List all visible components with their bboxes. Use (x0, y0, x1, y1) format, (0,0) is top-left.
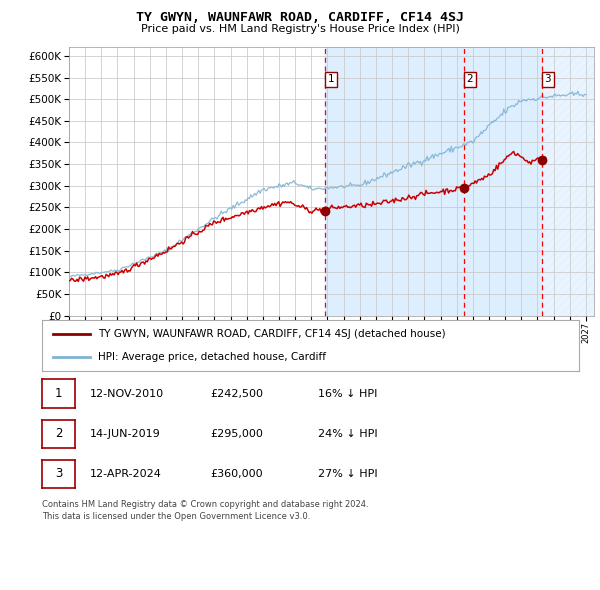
Text: £295,000: £295,000 (210, 429, 263, 438)
Text: 12-NOV-2010: 12-NOV-2010 (90, 389, 164, 398)
Bar (325, 47, 542, 316)
Text: 2: 2 (55, 427, 62, 440)
Text: HPI: Average price, detached house, Cardiff: HPI: Average price, detached house, Card… (98, 352, 326, 362)
Bar (542, 47, 594, 316)
Text: 1: 1 (55, 387, 62, 400)
Text: 3: 3 (544, 74, 551, 84)
Text: Contains HM Land Registry data © Crown copyright and database right 2024.
This d: Contains HM Land Registry data © Crown c… (42, 500, 368, 521)
Text: Price paid vs. HM Land Registry's House Price Index (HPI): Price paid vs. HM Land Registry's House … (140, 24, 460, 34)
Text: 3: 3 (55, 467, 62, 480)
Text: TY GWYN, WAUNFAWR ROAD, CARDIFF, CF14 4SJ (detached house): TY GWYN, WAUNFAWR ROAD, CARDIFF, CF14 4S… (98, 329, 446, 339)
Text: 27% ↓ HPI: 27% ↓ HPI (318, 469, 377, 478)
Text: £242,500: £242,500 (210, 389, 263, 398)
Text: TY GWYN, WAUNFAWR ROAD, CARDIFF, CF14 4SJ: TY GWYN, WAUNFAWR ROAD, CARDIFF, CF14 4S… (136, 11, 464, 24)
Text: 12-APR-2024: 12-APR-2024 (90, 469, 162, 478)
Text: 16% ↓ HPI: 16% ↓ HPI (318, 389, 377, 398)
Text: 1: 1 (328, 74, 334, 84)
Text: 24% ↓ HPI: 24% ↓ HPI (318, 429, 377, 438)
Text: £360,000: £360,000 (210, 469, 263, 478)
Text: 2: 2 (466, 74, 473, 84)
Text: 14-JUN-2019: 14-JUN-2019 (90, 429, 161, 438)
